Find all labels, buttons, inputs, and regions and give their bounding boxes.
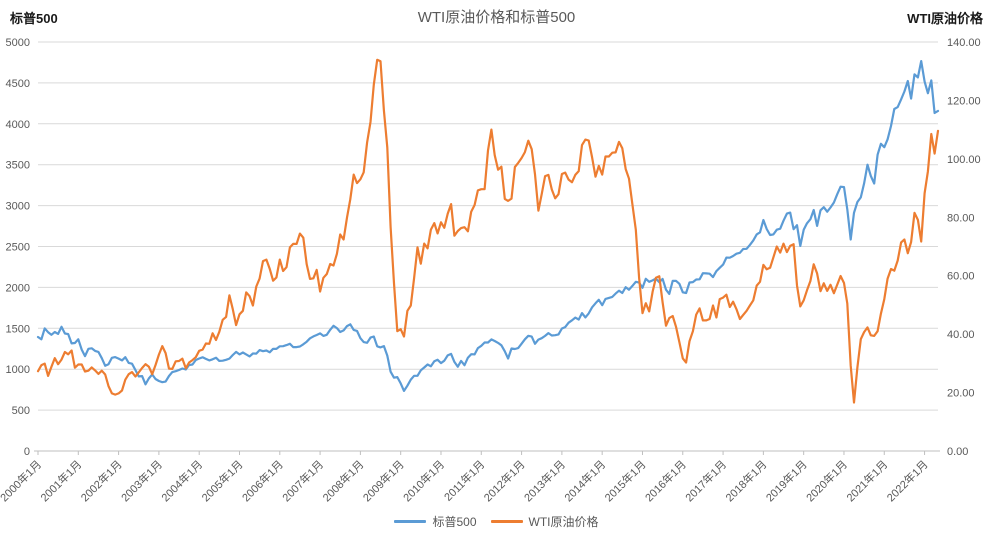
x-tick-label: 2003年1月 <box>118 457 165 504</box>
right-tick-label: 40.00 <box>947 329 975 341</box>
x-tick-label: 2007年1月 <box>279 457 326 504</box>
left-tick-label: 2500 <box>6 242 30 254</box>
x-axis-tick-labels: 2000年1月2001年1月2002年1月2003年1月2004年1月2005年… <box>0 457 931 504</box>
left-tick-label: 1500 <box>6 323 30 335</box>
x-tick-label: 2015年1月 <box>602 457 649 504</box>
sp500-line <box>36 59 940 392</box>
x-tick-label: 2020年1月 <box>803 457 850 504</box>
x-tick-label: 2021年1月 <box>843 457 890 504</box>
x-tick-label: 2000年1月 <box>0 457 44 504</box>
left-tick-label: 2000 <box>6 282 30 294</box>
left-axis-title: 标普500 <box>10 11 58 26</box>
x-tick-label: 2016年1月 <box>642 457 689 504</box>
right-tick-label: 60.00 <box>947 271 975 283</box>
right-tick-label: 140.00 <box>947 37 981 49</box>
x-tick-label: 2010年1月 <box>400 457 447 504</box>
left-tick-label: 4000 <box>6 119 30 131</box>
x-tick-label: 2006年1月 <box>239 457 286 504</box>
right-tick-label: 100.00 <box>947 154 981 166</box>
left-tick-label: 500 <box>12 405 30 417</box>
x-axis-ticks <box>37 451 926 455</box>
right-tick-label: 20.00 <box>947 388 975 400</box>
x-tick-label: 2013年1月 <box>521 457 568 504</box>
x-tick-label: 2012年1月 <box>481 457 528 504</box>
legend-item-sp500: 标普500 <box>394 513 477 530</box>
right-tick-label: 120.00 <box>947 95 981 107</box>
x-tick-label: 2017年1月 <box>682 457 729 504</box>
gridlines <box>38 41 938 411</box>
chart-title: WTI原油价格和标普500 <box>417 9 576 26</box>
wti-legend-line-icon <box>490 520 523 523</box>
legend-label-wti: WTI原油价格 <box>528 515 599 529</box>
left-tick-label: 4500 <box>6 78 30 90</box>
left-tick-label: 5000 <box>6 37 30 49</box>
right-axis-title: WTI原油价格 <box>907 11 983 26</box>
left-tick-label: 3000 <box>6 201 30 213</box>
x-tick-label: 2002年1月 <box>78 457 125 504</box>
legend-label-sp500: 标普500 <box>432 515 477 529</box>
left-tick-label: 1000 <box>6 364 30 376</box>
left-tick-label: 3500 <box>6 160 30 172</box>
legend: 标普500 WTI原油价格 <box>0 513 993 530</box>
x-tick-label: 2014年1月 <box>561 457 608 504</box>
x-tick-label: 2011年1月 <box>441 457 488 504</box>
wti-line <box>36 58 940 404</box>
x-tick-label: 2009年1月 <box>360 457 407 504</box>
x-tick-label: 2019年1月 <box>763 457 810 504</box>
right-axis-tick-labels: 140.00 120.00 100.00 80.00 60.00 40.00 20.00 0.… <box>947 37 981 458</box>
right-tick-label: 80.00 <box>947 212 975 224</box>
x-tick-label: 2001年1月 <box>37 457 84 504</box>
sp500-legend-line-icon <box>394 520 427 523</box>
right-tick-label: 0.00 <box>947 446 968 458</box>
x-tick-label: 2018年1月 <box>722 457 769 504</box>
x-tick-label: 2022年1月 <box>884 457 931 504</box>
left-tick-label: 0 <box>24 446 30 458</box>
x-tick-label: 2004年1月 <box>158 457 205 504</box>
legend-item-wti: WTI原油价格 <box>490 513 599 530</box>
x-tick-label: 2008年1月 <box>319 457 366 504</box>
x-tick-label: 2005年1月 <box>199 457 246 504</box>
